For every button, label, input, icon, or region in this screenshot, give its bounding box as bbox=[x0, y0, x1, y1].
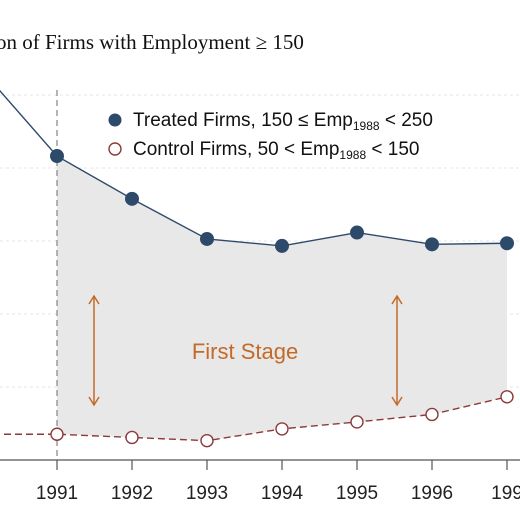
shaded-area bbox=[57, 156, 507, 441]
arrow-head-down bbox=[391, 396, 403, 407]
chart-title: on of Firms with Employment ≥ 150 bbox=[0, 30, 304, 54]
data-point bbox=[200, 231, 214, 246]
series-control bbox=[0, 390, 514, 448]
x-tick-label: 1994 bbox=[261, 483, 304, 504]
data-point bbox=[125, 191, 139, 206]
data-point bbox=[350, 415, 364, 429]
data-point bbox=[50, 427, 64, 441]
arrow-head-up bbox=[391, 294, 403, 305]
data-point bbox=[500, 236, 514, 251]
x-tick-label: 1996 bbox=[411, 483, 453, 504]
data-point bbox=[275, 422, 289, 436]
series-line bbox=[0, 89, 508, 247]
first-stage-label: First Stage bbox=[192, 339, 298, 364]
legend: Treated Firms, 150 ≤ Emp1988 < 250 Contro… bbox=[108, 110, 433, 162]
legend-marker bbox=[108, 113, 122, 127]
double-arrow bbox=[88, 294, 100, 407]
legend-item-control: Control Firms, 50 < Emp1988 < 150 bbox=[108, 139, 419, 162]
data-point bbox=[425, 237, 439, 252]
legend-item-treated: Treated Firms, 150 ≤ Emp1988 < 250 bbox=[108, 110, 433, 133]
x-tick-label: 1995 bbox=[336, 483, 378, 504]
series-treated bbox=[0, 89, 514, 253]
arrow-head-up bbox=[88, 294, 100, 305]
legend-label: Control Firms, 50 < Emp1988 < 150 bbox=[133, 139, 419, 162]
legend-label: Treated Firms, 150 ≤ Emp1988 < 250 bbox=[133, 110, 433, 133]
arrow-head-down bbox=[88, 396, 100, 407]
first-stage-shading bbox=[57, 156, 507, 441]
x-tick-label: 199 bbox=[491, 483, 520, 504]
data-point bbox=[275, 238, 289, 253]
legend-marker bbox=[108, 142, 122, 156]
data-point bbox=[500, 390, 514, 404]
data-point bbox=[50, 149, 64, 164]
data-point bbox=[350, 225, 364, 240]
x-tick-label: 1993 bbox=[186, 483, 228, 504]
x-tick-label: 1992 bbox=[111, 483, 153, 504]
x-tick-label: 1991 bbox=[36, 483, 78, 504]
data-point bbox=[200, 433, 214, 448]
series-layer bbox=[0, 89, 514, 448]
data-point bbox=[125, 430, 139, 445]
data-point bbox=[425, 407, 439, 422]
first-stage-arrows bbox=[88, 294, 403, 407]
double-arrow bbox=[391, 294, 403, 407]
